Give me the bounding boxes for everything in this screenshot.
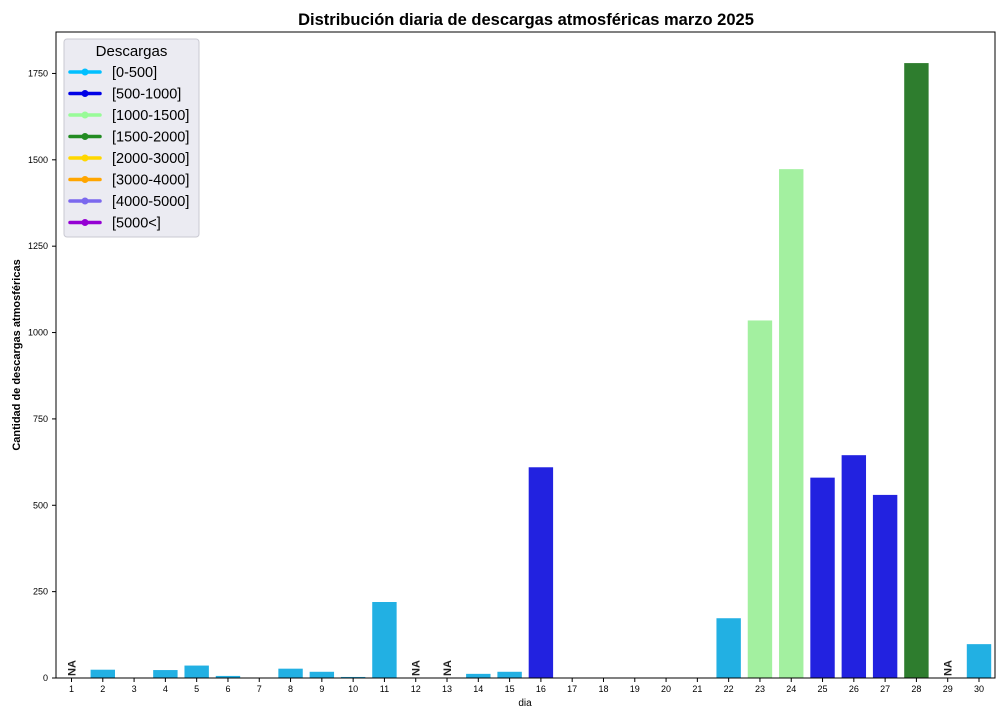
legend-marker <box>81 111 89 119</box>
bar <box>497 671 522 678</box>
y-tick-label: 1750 <box>28 68 48 78</box>
y-tick-label: 1250 <box>28 241 48 251</box>
bar <box>904 63 929 679</box>
legend-label: [1500-2000] <box>112 130 189 146</box>
x-tick-label: 27 <box>880 684 890 694</box>
legend-box <box>63 38 200 238</box>
chart-title: Distribución diaria de descargas atmosfé… <box>298 11 754 29</box>
legend-label: [500-1000] <box>112 87 181 103</box>
x-tick-label: 24 <box>786 684 796 694</box>
x-tick-label: 13 <box>442 684 452 694</box>
bar <box>466 673 491 678</box>
bar <box>716 618 741 678</box>
legend-label: [0-500] <box>112 65 157 81</box>
bar <box>153 670 178 678</box>
y-tick-label: 0 <box>43 673 48 683</box>
legend-marker <box>81 154 89 162</box>
x-tick-label: 30 <box>974 684 984 694</box>
na-label: NA <box>943 660 955 676</box>
x-tick-label: 28 <box>911 684 921 694</box>
x-tick-label: 15 <box>505 684 515 694</box>
x-tick-label: 29 <box>943 684 953 694</box>
x-tick-label: 2 <box>100 684 105 694</box>
legend-title: Descargas <box>96 43 168 60</box>
legend-marker <box>81 68 89 76</box>
bar <box>966 644 992 678</box>
y-axis-label: Cantidad de descargas atmosféricas <box>11 259 23 450</box>
x-tick-label: 21 <box>692 684 702 694</box>
x-tick-label: 11 <box>380 684 389 694</box>
legend-marker <box>81 176 89 183</box>
bar <box>184 665 209 678</box>
na-label: NA <box>67 660 79 676</box>
bar <box>309 671 335 678</box>
y-tick-label: 500 <box>33 500 48 510</box>
x-tick-label: 12 <box>411 684 421 694</box>
y-axis: 0 250 500 750 1000 1250 1500 1750 <box>28 68 56 683</box>
bar <box>747 320 773 678</box>
x-tick-label: 8 <box>288 684 293 694</box>
x-tick-label: 7 <box>257 684 262 694</box>
x-tick-label: 26 <box>849 684 859 694</box>
legend: Descargas [0-500] [500-1000] [1000-1500] [15… <box>63 38 200 238</box>
bar <box>90 669 115 678</box>
x-tick-label: 25 <box>818 684 828 694</box>
x-tick-label: 10 <box>348 684 358 694</box>
plot-area: NA NA NA NA <box>67 63 992 679</box>
x-tick-label: 14 <box>473 684 483 694</box>
x-tick-label: 18 <box>598 684 608 694</box>
legend-label: [3000-4000] <box>112 173 189 189</box>
y-tick-label: 250 <box>33 587 48 597</box>
x-tick-label: 1 <box>69 684 74 694</box>
legend-label: [5000<] <box>112 216 161 232</box>
legend-marker <box>81 197 89 205</box>
y-tick-label: 750 <box>33 414 48 424</box>
plot-frame <box>55 31 996 679</box>
x-tick-label: 19 <box>630 684 640 694</box>
x-tick-label: 5 <box>194 684 199 694</box>
x-tick-label: 4 <box>163 684 168 694</box>
bar <box>340 676 366 678</box>
x-axis: 1 2 3 4 5 6 7 8 9 10 11 12 13 14 15 16 17 18 19 20 21 22 23 24 2… <box>69 678 984 694</box>
x-tick-label: 20 <box>661 684 671 694</box>
legend-label: [1000-1500] <box>112 108 189 124</box>
legend-label: [2000-3000] <box>112 151 189 167</box>
bar <box>872 494 898 678</box>
na-label: NA <box>411 660 423 676</box>
bar <box>528 467 554 678</box>
y-tick-label: 1000 <box>28 328 48 338</box>
bar <box>278 668 303 678</box>
bar <box>841 455 867 678</box>
x-tick-label: 9 <box>319 684 324 694</box>
x-tick-label: 16 <box>536 684 546 694</box>
x-tick-label: 23 <box>755 684 765 694</box>
legend-marker <box>81 133 89 140</box>
x-tick-label: 6 <box>225 684 230 694</box>
legend-label: [4000-5000] <box>112 194 189 210</box>
x-axis-label: dia <box>518 698 532 709</box>
bar <box>215 675 241 678</box>
bar <box>372 602 397 678</box>
bar <box>779 169 804 679</box>
x-tick-label: 22 <box>724 684 734 694</box>
na-label: NA <box>442 660 454 676</box>
x-tick-label: 17 <box>567 684 577 694</box>
legend-marker <box>81 219 89 226</box>
bar <box>810 477 835 678</box>
y-tick-label: 1500 <box>28 155 48 165</box>
legend-marker <box>81 90 89 97</box>
x-tick-label: 3 <box>132 684 137 694</box>
